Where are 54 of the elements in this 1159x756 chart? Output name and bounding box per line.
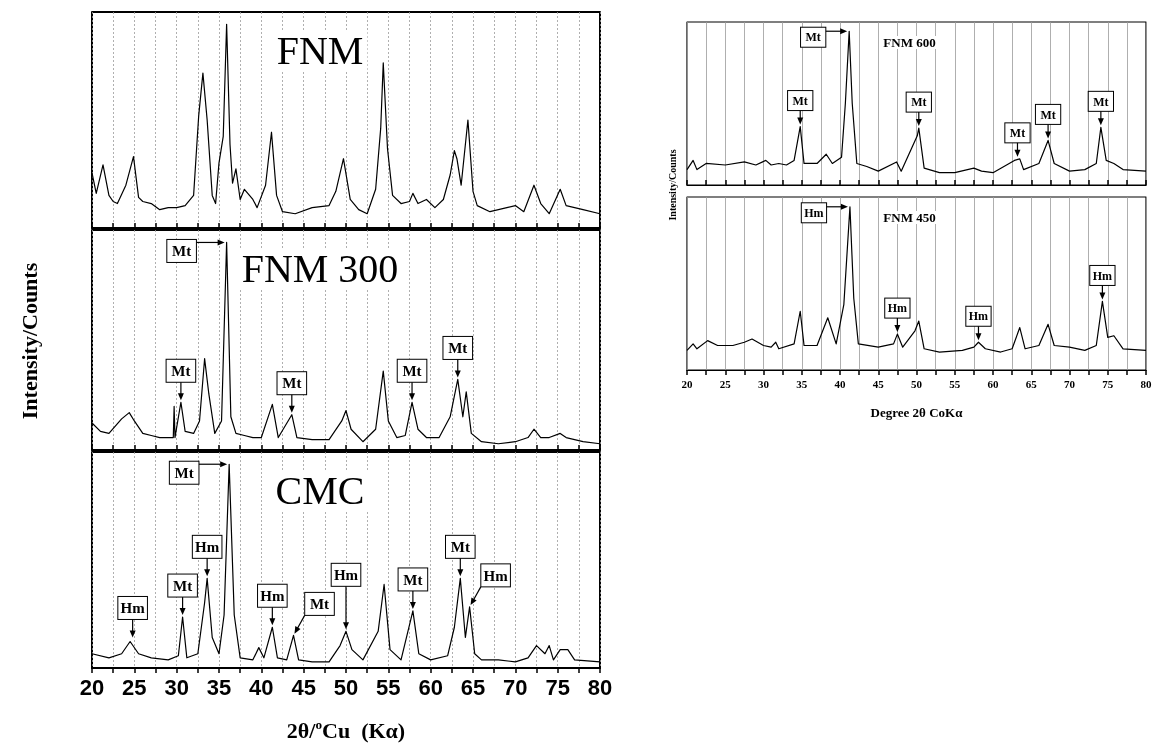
y-axis-title: Intensity/Counts xyxy=(666,149,678,221)
x-tick-label: 80 xyxy=(1140,377,1152,390)
chart-title: FNM xyxy=(276,27,364,73)
chart-title: FNM 600 xyxy=(883,35,936,50)
x-tick-label: 75 xyxy=(1102,377,1114,390)
x-tick-label: 55 xyxy=(949,377,961,390)
x-tick-label: 60 xyxy=(418,674,443,700)
x-tick-label: 60 xyxy=(987,377,999,390)
chart-title: FNM 450 xyxy=(883,210,936,225)
x-tick-label: 25 xyxy=(719,377,732,390)
annotation: Mt xyxy=(450,539,470,556)
annotation: Hm xyxy=(260,588,285,604)
annotation: Mt xyxy=(172,243,192,260)
x-tick-label: 55 xyxy=(376,674,401,700)
x-tick-label: 30 xyxy=(758,377,770,390)
x-tick-label: 20 xyxy=(79,674,105,700)
annotation: Mt xyxy=(1009,126,1026,141)
annotation: Hm xyxy=(333,567,359,584)
annotation: Mt xyxy=(448,340,468,357)
x-tick-label: 75 xyxy=(545,674,570,700)
annotation: Mt xyxy=(911,95,927,110)
chart-title: FNM 300 xyxy=(241,245,399,291)
x-axis-title: Degree 2θ CoKα xyxy=(870,405,964,420)
x-tick-label: 80 xyxy=(587,674,613,700)
x-tick-label: 65 xyxy=(460,674,486,700)
x-tick-label: 35 xyxy=(206,674,232,700)
x-tick-label: 30 xyxy=(164,674,189,700)
annotation: Mt xyxy=(1040,107,1056,122)
x-tick-label: 50 xyxy=(911,377,923,390)
annotation: Mt xyxy=(282,375,302,392)
annotation: Mt xyxy=(171,363,191,380)
x-tick-label: 70 xyxy=(503,674,528,700)
annotation: Mt xyxy=(1093,94,1109,109)
annotation: Mt xyxy=(403,571,423,588)
x-tick-label: 20 xyxy=(681,377,693,390)
annotation: Hm xyxy=(195,539,220,556)
annotation: Mt xyxy=(309,596,330,613)
x-tick-label: 45 xyxy=(291,674,316,700)
annotation: Mt xyxy=(805,30,821,45)
x-tick-label: 45 xyxy=(872,377,885,390)
x-tick-label: 50 xyxy=(333,674,359,700)
x-tick-label: 25 xyxy=(122,674,147,700)
annotation: Mt xyxy=(402,363,422,380)
y-axis-title: Intensity/Counts xyxy=(17,262,43,420)
annotation: Mt xyxy=(173,577,193,594)
x-tick-label: 40 xyxy=(249,674,274,700)
x-tick-label: 40 xyxy=(834,377,846,390)
annotation: Hm xyxy=(120,600,146,617)
x-tick-label: 35 xyxy=(796,377,808,390)
annotation: Mt xyxy=(792,93,808,108)
x-tick-label: 65 xyxy=(1025,377,1038,390)
chart-title: CMC xyxy=(275,467,365,513)
annotation: Mt xyxy=(174,464,194,481)
x-tick-label: 70 xyxy=(1064,377,1076,390)
